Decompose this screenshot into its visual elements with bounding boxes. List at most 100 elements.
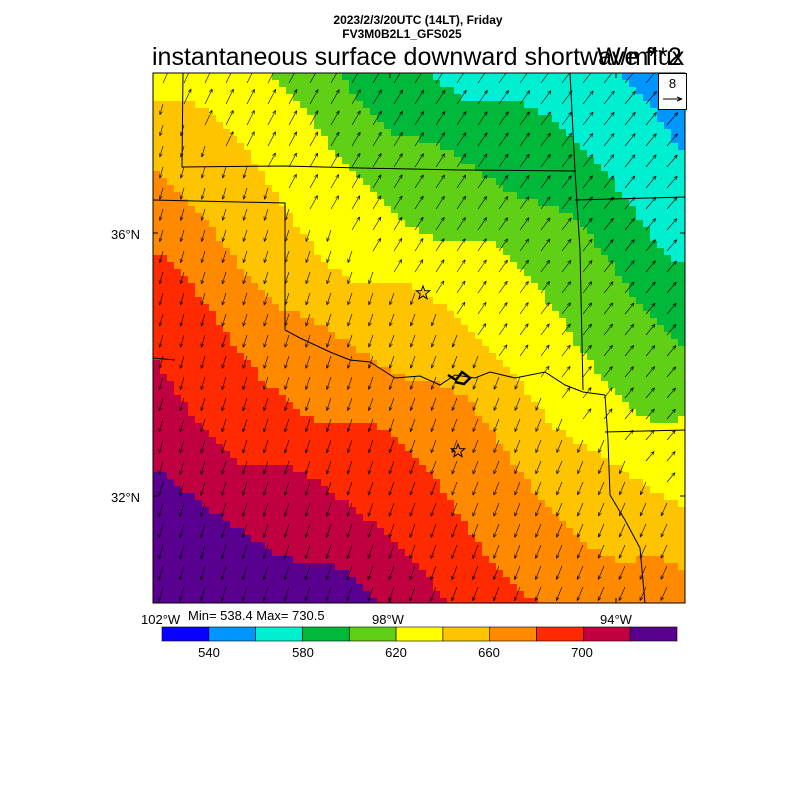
field-cell [545,416,553,424]
field-cell [622,367,630,375]
field-cell [419,318,427,326]
field-cell [510,395,518,403]
field-cell [188,416,196,424]
field-cell [412,486,420,494]
field-cell [629,108,637,116]
field-cell [272,423,280,431]
field-cell [377,199,385,207]
field-cell [167,108,175,116]
field-cell [153,122,161,130]
field-cell [475,227,483,235]
field-cell [615,409,623,417]
field-cell [384,423,392,431]
field-cell [629,444,637,452]
field-cell [342,136,350,144]
field-cell [664,353,672,361]
field-cell [454,206,462,214]
field-cell [566,290,574,298]
field-cell [251,430,259,438]
field-cell [307,430,315,438]
field-cell [272,486,280,494]
field-cell [510,521,518,529]
field-cell [356,94,364,102]
field-cell [300,136,308,144]
field-cell [496,164,504,172]
field-cell [447,290,455,298]
field-cell [475,122,483,130]
field-cell [545,507,553,515]
field-cell [678,248,685,256]
field-cell [545,164,553,172]
field-cell [468,276,476,284]
field-cell [377,479,385,487]
field-cell [342,500,350,508]
field-cell [398,402,406,410]
field-cell [496,206,504,214]
field-cell [671,444,679,452]
field-cell [629,206,637,214]
field-cell [349,143,357,151]
field-cell [398,353,406,361]
field-cell [279,234,287,242]
field-cell [384,108,392,116]
field-cell [265,458,273,466]
field-cell [587,423,595,431]
field-cell [405,311,413,319]
field-cell [181,129,189,137]
field-cell [195,262,203,270]
field-cell [482,129,490,137]
field-cell [594,507,602,515]
field-cell [363,87,371,95]
field-cell [349,234,357,242]
field-cell [223,171,231,179]
field-cell [328,129,336,137]
field-cell [412,101,420,109]
field-cell [629,465,637,473]
field-cell [545,269,553,277]
field-cell [545,150,553,158]
field-cell [650,402,658,410]
field-cell [300,297,308,305]
field-cell [398,283,406,291]
field-cell [615,150,623,158]
field-cell [594,311,602,319]
field-cell [188,108,196,116]
field-cell [447,472,455,480]
field-cell [671,318,679,326]
field-cell [566,227,574,235]
field-cell [342,318,350,326]
field-cell [412,325,420,333]
field-cell [636,416,644,424]
field-cell [272,276,280,284]
field-cell [405,101,413,109]
field-cell [622,423,630,431]
field-cell [454,353,462,361]
field-cell [398,367,406,375]
field-cell [587,94,595,102]
field-cell [251,325,259,333]
field-cell [587,80,595,88]
field-cell [188,486,196,494]
field-cell [489,206,497,214]
field-cell [188,136,196,144]
field-cell [622,122,630,130]
field-cell [230,290,238,298]
field-cell [167,346,175,354]
field-cell [671,402,679,410]
field-cell [349,402,357,410]
field-cell [426,325,434,333]
field-cell [258,493,266,501]
field-cell [307,108,315,116]
field-cell [426,192,434,200]
field-cell [664,220,672,228]
field-cell [419,444,427,452]
field-cell [636,339,644,347]
field-cell [160,451,168,459]
field-cell [657,164,665,172]
field-cell [188,374,196,382]
field-cell [307,507,315,515]
field-cell [454,122,462,130]
field-cell [195,115,203,123]
field-cell [482,458,490,466]
field-cell [195,101,203,109]
